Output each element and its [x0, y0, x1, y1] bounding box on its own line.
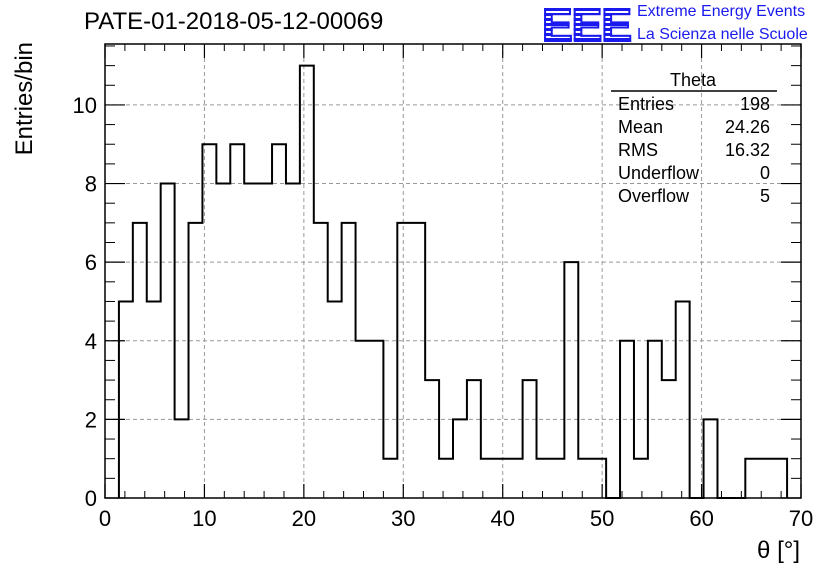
histogram-bin	[300, 66, 314, 498]
histogram-bin	[147, 301, 161, 498]
x-axis-label: θ [°]	[757, 537, 800, 564]
stats-rows: Entries 198 Mean 24.26 RMS 16.32 Underflow 0 Ove…	[618, 94, 770, 206]
stats-title: Theta	[670, 70, 717, 90]
x-tick-label: 40	[490, 506, 514, 531]
histogram-bin	[745, 459, 759, 498]
x-tick-label: 0	[99, 506, 111, 531]
histogram-bin	[550, 459, 564, 498]
histogram-bin	[495, 459, 509, 498]
y-tick-label: 4	[85, 329, 97, 354]
histogram-bin	[564, 262, 578, 498]
histogram-bin	[202, 144, 216, 498]
logo-line-2: La Scienza nelle Scuole	[637, 26, 808, 43]
x-tick-label: 60	[689, 506, 713, 531]
y-tick-label: 2	[85, 407, 97, 432]
x-tick-label: 30	[391, 506, 415, 531]
histogram-bin	[509, 459, 523, 498]
y-tick-label: 0	[85, 486, 97, 511]
y-tick-label: 6	[85, 250, 97, 275]
stats-box: Theta Entries 198 Mean 24.26 RMS 16.32 Underfl…	[611, 70, 777, 206]
x-tick-label: 50	[590, 506, 614, 531]
stats-value: 16.32	[725, 140, 770, 160]
histogram-bin	[133, 223, 147, 498]
histogram-bin	[314, 223, 328, 498]
histogram-bin	[383, 459, 397, 498]
stats-value: 198	[740, 94, 770, 114]
histogram-bin	[342, 223, 356, 498]
y-tick-label: 8	[85, 172, 97, 197]
x-tick-label: 10	[192, 506, 216, 531]
histogram-bin	[328, 301, 342, 498]
stats-value: 0	[760, 163, 770, 183]
x-tick-labels: 0 10 20 30 40 50 60 70	[99, 506, 813, 531]
histogram-bin	[244, 184, 258, 498]
histogram-bin	[676, 301, 690, 498]
histogram-outline	[117, 64, 789, 499]
histogram-bin	[648, 341, 662, 498]
y-tick-labels: 0 2 4 6 8 10	[73, 93, 97, 511]
histogram-bin	[523, 380, 537, 498]
histogram-bin	[453, 419, 467, 498]
stats-value: 5	[760, 186, 770, 206]
stats-label: Overflow	[618, 186, 690, 206]
histogram-bin	[537, 459, 551, 498]
histogram-bin	[411, 223, 425, 498]
histogram-bin	[439, 459, 453, 498]
histogram-bin	[481, 459, 495, 498]
histogram-bin	[161, 184, 175, 498]
stats-label: Underflow	[618, 163, 700, 183]
x-tick-label: 20	[292, 506, 316, 531]
y-axis-label: Entries/bin	[11, 42, 38, 155]
histogram-bin	[119, 301, 133, 498]
plot-frame	[104, 43, 802, 499]
histogram-bin	[662, 380, 676, 498]
histogram-bin	[356, 341, 370, 498]
histogram-bin	[189, 223, 203, 498]
axis-ticks	[104, 44, 802, 499]
logo-line-1: Extreme Energy Events	[637, 3, 806, 20]
histogram-bin	[620, 341, 634, 498]
histogram-bin	[634, 459, 648, 498]
histogram-bin	[397, 223, 411, 498]
stats-label: RMS	[618, 140, 658, 160]
histogram-bin	[175, 419, 189, 498]
histogram-bin	[216, 184, 230, 498]
x-tick-label: 70	[789, 506, 813, 531]
histogram-bin	[258, 184, 272, 498]
run-title: PATE-01-2018-05-12-00069	[84, 8, 384, 35]
stats-label: Entries	[618, 94, 674, 114]
histogram-bin	[230, 144, 244, 498]
histogram-bin	[467, 380, 481, 498]
histogram-bin	[369, 341, 383, 498]
histogram-bin	[272, 144, 286, 498]
stats-value: 24.26	[725, 117, 770, 137]
histogram-bin	[286, 184, 300, 498]
stats-label: Mean	[618, 117, 663, 137]
y-tick-label: 10	[73, 93, 97, 118]
eee-logo-mark: EEE	[541, 0, 633, 52]
eee-logo: EEE Extreme Energy Events La Scienza nel…	[541, 0, 832, 52]
histogram-bin	[425, 380, 439, 498]
histogram-bin	[592, 459, 606, 498]
histogram-bin	[704, 419, 718, 498]
histogram-bin	[773, 459, 787, 498]
histogram-bin	[578, 459, 592, 498]
histogram-bin	[759, 459, 773, 498]
